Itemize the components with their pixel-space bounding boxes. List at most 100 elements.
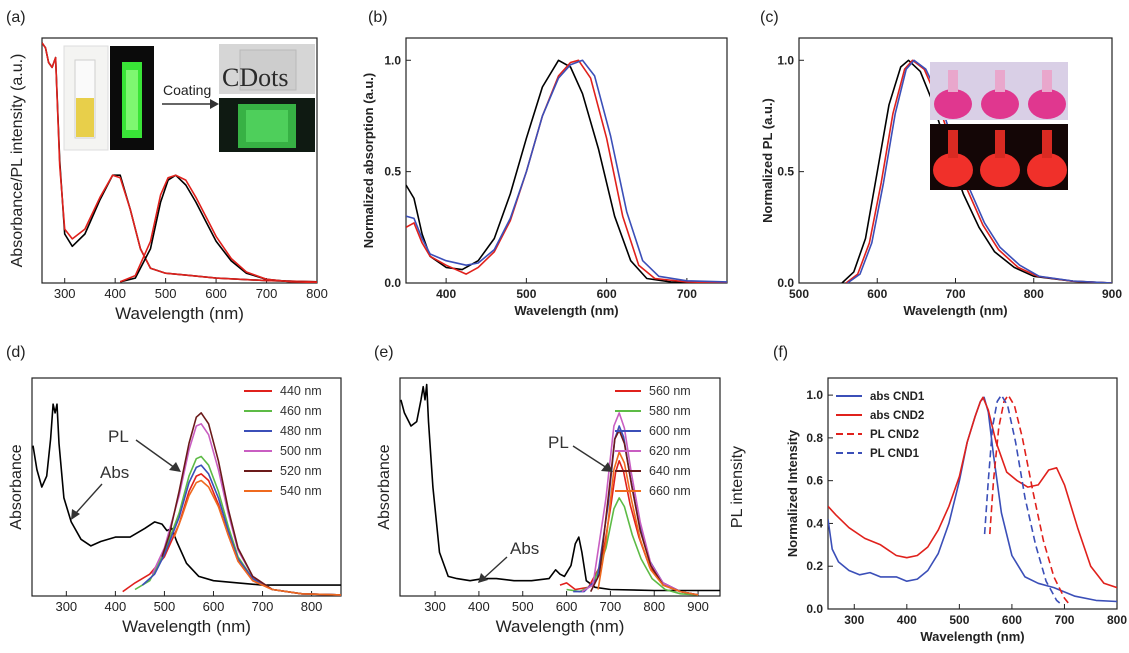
legend-label: 460 nm [280, 404, 322, 418]
series-line-540-nm [173, 479, 341, 596]
x-tick-label: 500 [155, 286, 177, 301]
x-tick-label: 700 [677, 287, 697, 301]
y-tick-label: 0.6 [806, 474, 823, 488]
annotation-pl: PL [108, 427, 129, 446]
x-tick-label: 500 [949, 613, 969, 627]
annotation-abs: Abs [100, 463, 129, 482]
x-tick-label: 600 [205, 286, 227, 301]
series-line-curve [406, 59, 727, 283]
film-transparent-square [239, 49, 297, 91]
series-line-pl-cnd1 [983, 394, 1063, 606]
flask-neck-1 [948, 70, 958, 92]
legend-label: 480 nm [280, 424, 322, 438]
panel-a-chart: 300 400 500 600 700 800 Wavelength (nm) Absorba… [9, 37, 328, 323]
x-axis-title: Wavelength (nm) [496, 617, 625, 636]
y-tick-label: 0.5 [777, 165, 794, 179]
flask-red-neck-1 [948, 130, 958, 158]
legend-label: 660 nm [649, 484, 691, 498]
x-tick-label: 700 [1054, 613, 1074, 627]
legend-label: PL CND1 [870, 448, 920, 460]
cuvette-liquid-yellow [76, 98, 94, 137]
annotation-abs-arrow [75, 483, 103, 514]
series-line-660-nm [597, 451, 699, 596]
x-axis-title: Wavelength (nm) [115, 304, 244, 323]
flask-red-2 [980, 153, 1020, 187]
legend-label: 440 nm [280, 384, 322, 398]
panel-label-f: (f) [773, 344, 788, 361]
panel-label-c: (c) [760, 9, 779, 26]
x-tick-label: 600 [597, 287, 617, 301]
legend-label: 520 nm [280, 464, 322, 478]
y-axis-title: Normalized Intensity [785, 429, 800, 557]
x-tick-label: 500 [789, 287, 809, 301]
x-tick-label: 400 [897, 613, 917, 627]
flask-red-neck-3 [1042, 130, 1052, 158]
flask-pink-2 [981, 89, 1019, 119]
x-tick-label: 600 [867, 287, 887, 301]
cuvette-glow-core [126, 70, 138, 130]
plot-frame [31, 377, 342, 597]
flask-red-3 [1027, 153, 1067, 187]
series-line-520-nm [161, 412, 341, 596]
x-tick-label: 700 [256, 286, 278, 301]
y-axis-title-right: PL intensity [729, 446, 746, 528]
y-tick-label: 0.0 [777, 276, 794, 290]
flask-pink-1 [934, 89, 972, 119]
series-line-curve [119, 174, 317, 283]
y-axis-title: Absorbance [8, 444, 25, 529]
x-tick-label: 400 [436, 287, 456, 301]
legend-label: 560 nm [649, 384, 691, 398]
x-tick-label: 300 [54, 286, 76, 301]
x-axis-title: Wavelength (nm) [122, 617, 251, 636]
flask-neck-2 [995, 70, 1005, 92]
x-tick-label: 500 [154, 599, 176, 614]
panel-d-chart: 300 400 500 600 700 800 Wavelength (nm) Absorba… [8, 377, 342, 636]
y-tick-label: 0.5 [384, 165, 401, 179]
x-axis-title: Wavelength (nm) [920, 629, 1024, 644]
panel-f-chart: 300 400 500 600 700 800 0.0 0.2 0.4 0.6 0.8 1.0 Wave… [785, 377, 1127, 644]
x-tick-label: 700 [945, 287, 965, 301]
legend-label: 640 nm [649, 464, 691, 478]
legend-label: 500 nm [280, 444, 322, 458]
series-line-abs-cnd1 [828, 396, 1117, 603]
legend-label: 600 nm [649, 424, 691, 438]
y-tick-label: 0.4 [806, 516, 823, 530]
coating-label: Coating [163, 82, 211, 98]
x-tick-label: 600 [556, 599, 578, 614]
annotation-abs-arrowhead [71, 509, 80, 520]
y-axis-title: Normalized absorption (a.u.) [361, 73, 376, 249]
x-tick-label: 800 [1024, 287, 1044, 301]
annotation-abs: Abs [510, 539, 539, 558]
x-tick-label: 300 [424, 599, 446, 614]
legend-label: 540 nm [280, 484, 322, 498]
x-tick-label: 900 [1102, 287, 1122, 301]
series-line-abs [32, 403, 341, 586]
plot-frame [399, 377, 721, 597]
x-tick-label: 600 [203, 599, 225, 614]
series-line-curve [406, 59, 727, 283]
x-tick-label: 800 [301, 599, 323, 614]
panel-label-e: (e) [374, 344, 394, 361]
series-line-pl-cnd2 [989, 394, 1071, 606]
flask-red-neck-2 [995, 130, 1005, 158]
legend-label: abs CND1 [870, 391, 925, 403]
panel-label-d: (d) [6, 344, 26, 361]
x-tick-label: 400 [105, 599, 127, 614]
film-glow-inner [246, 110, 288, 142]
flask-red-1 [933, 153, 973, 187]
legend-label: 580 nm [649, 404, 691, 418]
annotation-abs-arrowhead [478, 573, 488, 583]
inset-photos-a: Coating CDots [63, 44, 315, 152]
x-tick-label: 800 [306, 286, 328, 301]
x-tick-label: 400 [104, 286, 126, 301]
series-line-abs [400, 383, 720, 592]
inset-photos-c [930, 62, 1068, 190]
y-axis-title: Normalized PL (a.u.) [760, 98, 775, 223]
y-axis-title: Absorbance/PL intensity (a.u.) [9, 54, 26, 268]
x-tick-label: 400 [468, 599, 490, 614]
legend-label: PL CND2 [870, 429, 919, 441]
plot-frame [41, 37, 318, 284]
y-tick-label: 1.0 [777, 53, 794, 67]
panel-label-a: (a) [6, 9, 26, 26]
